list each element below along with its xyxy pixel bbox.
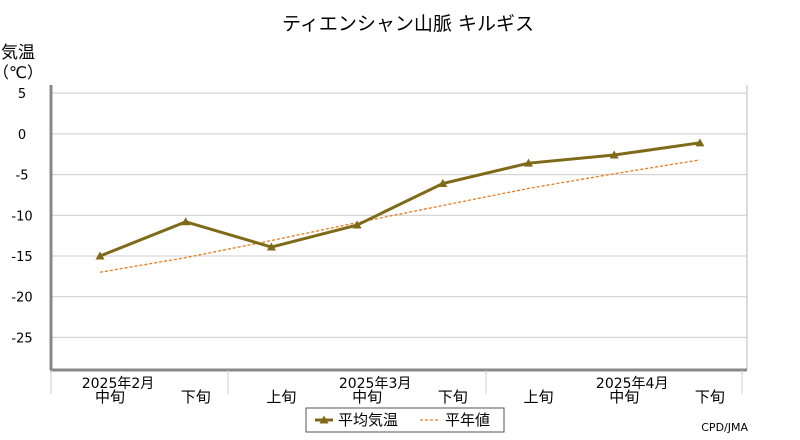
y-tick-label: -10 — [11, 209, 32, 224]
chart-title: ティエンシャン山脈 キルギス — [282, 13, 534, 35]
series — [95, 138, 705, 273]
y-tick-label: -5 — [16, 169, 29, 184]
average-point — [695, 138, 705, 147]
y-tick-label: -20 — [11, 291, 32, 306]
x-month-label: 2025年4月 — [596, 376, 669, 392]
y-tick-label: -25 — [11, 331, 32, 346]
average-point — [352, 220, 362, 229]
legend: 平均気温 平年値 — [305, 407, 505, 433]
credit-label: CPD/JMA — [701, 421, 748, 434]
x-tick-label: 下旬 — [695, 388, 725, 406]
legend-average-label: 平均気温 — [338, 411, 398, 429]
average-point — [609, 150, 619, 159]
x-tick-label: 上旬 — [523, 388, 553, 406]
series-normal-line — [99, 159, 701, 273]
legend-average-marker — [319, 415, 329, 424]
average-point — [438, 179, 448, 188]
x-tick-label: 下旬 — [181, 388, 211, 406]
y-axis-label-line2: （℃） — [0, 63, 43, 82]
x-tick-label: 中旬 — [352, 388, 382, 406]
x-tick-label: 上旬 — [266, 388, 296, 406]
legend-normal-label: 平年値 — [445, 411, 490, 429]
y-tick-label: 5 — [18, 87, 26, 102]
y-tick-label: 0 — [18, 128, 26, 143]
grid — [50, 92, 747, 338]
average-point — [95, 251, 105, 260]
x-tick-label: 中旬 — [95, 388, 125, 406]
x-month-label: 2025年2月 — [82, 376, 155, 392]
average-point — [266, 242, 276, 251]
y-tick-label: -15 — [11, 250, 32, 265]
average-point — [524, 158, 533, 167]
series-average-line — [99, 141, 701, 258]
y-axis-label-line1: 気温 — [1, 43, 35, 63]
x-tick-label: 中旬 — [609, 388, 639, 406]
legend-box — [305, 407, 505, 433]
x-month-label: 2025年3月 — [339, 376, 412, 392]
y-axis-ticks: 5 0 -5 -10 -15 -20 -25 — [11, 87, 32, 346]
plot-frame — [49, 85, 748, 372]
x-tick-label: 下旬 — [438, 388, 468, 406]
average-point — [181, 217, 191, 226]
